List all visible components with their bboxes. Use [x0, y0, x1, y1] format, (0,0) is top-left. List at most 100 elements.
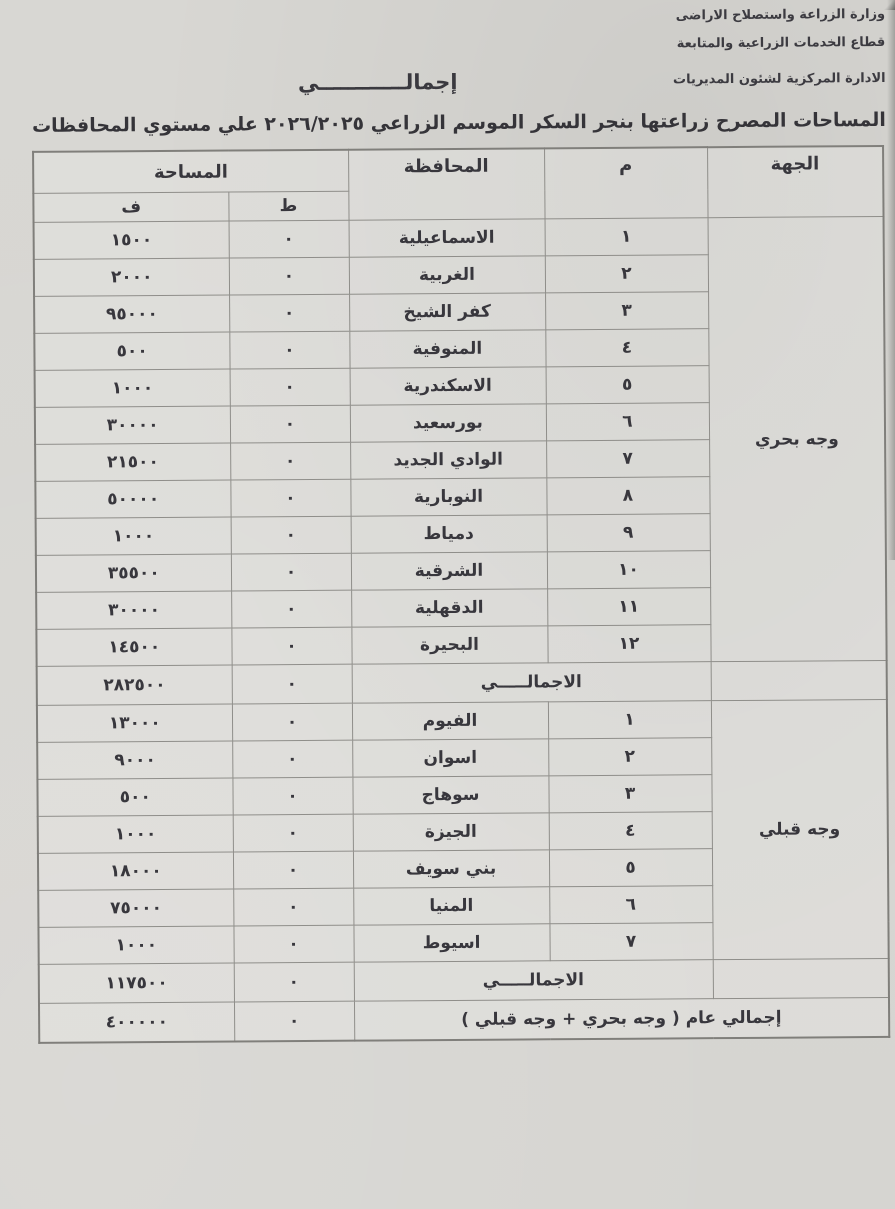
- feddan-cell: ٣٠٠٠٠: [34, 406, 231, 445]
- total-annotation: إجمالــــــــــــي: [297, 69, 458, 96]
- qirat-cell: ٠: [229, 294, 350, 333]
- feddan-cell: ١٨٠٠٠: [37, 852, 234, 891]
- feddan-cell: ١٠٠٠: [34, 369, 230, 408]
- serial-cell: ٢: [544, 254, 709, 293]
- feddan-cell: ١٥٠٠: [33, 221, 229, 260]
- feddan-cell: ٢١٥٠٠: [35, 443, 231, 482]
- serial-cell: ٣: [545, 291, 709, 330]
- qirat-cell: ٠: [231, 703, 353, 742]
- governorate-cell: الشرقية: [350, 551, 548, 591]
- qirat-cell: ٠: [233, 888, 354, 927]
- table-row: وجه قبلي ١ الفيوم ٠ ١٣٠٠٠: [36, 699, 889, 960]
- serial-cell: ١٠: [546, 550, 711, 589]
- governorate-cell: النوبارية: [350, 477, 547, 517]
- governorate-cell: دمياط: [350, 514, 547, 554]
- qirat-cell: ٠: [229, 368, 350, 407]
- col-header-qirat: ط: [228, 191, 349, 222]
- serial-cell: ٦: [545, 402, 710, 441]
- feddan-cell: ٤٠٠٠٠٠: [38, 1002, 235, 1043]
- table-row: وجه بحري ١ الاسماعيلية ٠ ١٥٠٠: [33, 216, 887, 662]
- serial-cell: ٢: [548, 737, 712, 776]
- feddan-cell: ١١٧٥٠٠: [38, 963, 234, 1004]
- qirat-cell: ٠: [230, 553, 352, 592]
- feddan-cell: ٣٥٥٠٠: [35, 554, 232, 593]
- letterhead-ministry: وزارة الزراعة واستصلاح الاراضى: [675, 6, 886, 24]
- serial-cell: ٨: [546, 476, 710, 515]
- feddan-cell: ٢٠٠٠: [33, 258, 230, 297]
- qirat-cell: ٠: [232, 777, 353, 816]
- governorate-cell: الفيوم: [351, 701, 549, 741]
- serial-cell: ٥: [545, 365, 709, 404]
- document-sheet: وزارة الزراعة واستصلاح الاراضى قطاع الخد…: [10, 6, 891, 1044]
- feddan-cell: ٥٠٠٠٠: [35, 480, 231, 519]
- qirat-cell: ٠: [233, 1001, 355, 1042]
- serial-cell: ١: [547, 700, 712, 739]
- letterhead-sector: قطاع الخدمات الزراعية والمتابعة: [676, 34, 886, 52]
- governorate-cell: المنيا: [353, 886, 550, 926]
- section-total-row: الاجمالـــــي ٠ ١١٧٥٠٠: [38, 958, 889, 1004]
- serial-cell: ٧: [546, 439, 710, 478]
- qirat-cell: ٠: [228, 220, 349, 259]
- feddan-cell: ٢٨٢٥٠٠: [36, 665, 232, 706]
- governorate-cell: اسيوط: [353, 923, 550, 963]
- total-label-cell: الاجمالـــــي: [351, 661, 711, 704]
- qirat-cell: ٠: [232, 814, 353, 853]
- governorate-cell: البحيرة: [351, 625, 548, 665]
- grand-total-row: إجمالي عام ( وجه بحري + وجه قبلي ) ٠ ٤٠٠…: [38, 997, 890, 1043]
- serial-cell: ٤: [548, 811, 712, 850]
- serial-cell: ٥: [548, 848, 713, 887]
- qirat-cell: ٠: [231, 590, 352, 629]
- qirat-cell: ٠: [229, 405, 351, 444]
- serial-cell: ١٢: [547, 624, 711, 663]
- qirat-cell: ٠: [232, 851, 354, 890]
- governorate-cell: الجيزة: [352, 812, 549, 852]
- serial-cell: ١: [544, 217, 708, 256]
- governorate-cell: المنوفية: [349, 329, 546, 369]
- qirat-cell: ٠: [233, 925, 354, 964]
- serial-cell: ٣: [548, 774, 712, 813]
- total-label-cell: الاجمالـــــي: [353, 959, 713, 1002]
- feddan-cell: ١٣٠٠٠: [36, 704, 233, 743]
- serial-cell: ١١: [547, 587, 711, 626]
- serial-cell: ٤: [545, 328, 709, 367]
- col-header-feddan: ف: [33, 192, 229, 223]
- region-cell-upper-egypt: وجه قبلي: [710, 699, 889, 960]
- governorate-cell: كفر الشيخ: [349, 292, 546, 332]
- col-header-governorate: المحافظة: [348, 148, 545, 221]
- qirat-cell: ٠: [231, 664, 352, 705]
- governorate-cell: الوادي الجديد: [350, 440, 547, 480]
- feddan-cell: ١٠٠٠: [35, 517, 231, 556]
- feddan-cell: ١٠٠٠: [37, 815, 233, 854]
- qirat-cell: ٠: [228, 257, 350, 296]
- governorate-cell: الغربية: [348, 255, 546, 295]
- governorate-cell: بني سويف: [352, 849, 550, 889]
- feddan-cell: ٥٠٠: [34, 332, 230, 371]
- feddan-cell: ١٤٥٠٠: [36, 628, 232, 667]
- serial-cell: ٧: [549, 922, 713, 961]
- letterhead-department: الادارة المركزية لشئون المديريات: [672, 70, 886, 88]
- page-title: المساحات المصرح زراعتها بنجر السكر الموس…: [31, 108, 886, 137]
- qirat-cell: ٠: [230, 442, 351, 481]
- region-cell-lower-egypt: وجه بحري: [707, 216, 887, 662]
- header-row-1: الجهة م المحافظة المساحة: [33, 145, 884, 221]
- governorate-cell: اسوان: [352, 738, 549, 778]
- qirat-cell: ٠: [233, 962, 354, 1003]
- governorate-cell: بورسعيد: [349, 403, 547, 443]
- col-header-area: المساحة: [33, 149, 349, 194]
- feddan-cell: ٥٠٠: [37, 778, 233, 817]
- areas-table: الجهة م المحافظة المساحة ط ف وجه بحري ١ …: [32, 144, 891, 1044]
- qirat-cell: ٠: [231, 627, 352, 666]
- serial-cell: ٦: [549, 885, 713, 924]
- serial-cell: ٩: [546, 513, 710, 552]
- governorate-cell: الاسماعيلية: [348, 218, 545, 258]
- qirat-cell: ٠: [229, 331, 350, 370]
- feddan-cell: ٣٠٠٠٠: [36, 591, 232, 630]
- feddan-cell: ١٠٠٠: [38, 926, 234, 965]
- governorate-cell: الدقهلية: [351, 588, 548, 628]
- feddan-cell: ٧٥٠٠٠: [38, 889, 234, 928]
- governorate-cell: سوهاج: [352, 775, 549, 815]
- col-header-region: الجهة: [707, 145, 884, 218]
- letterhead-row: إجمالــــــــــــي الادارة المركزية لشئو…: [10, 67, 886, 103]
- col-header-serial: م: [544, 147, 708, 219]
